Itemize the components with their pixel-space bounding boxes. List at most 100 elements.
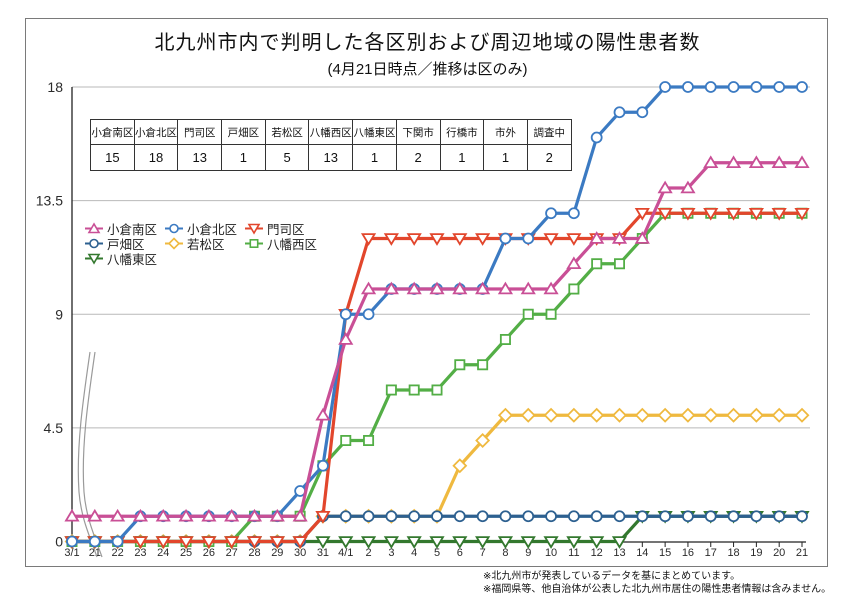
legend-item-門司区: 門司区 (244, 219, 334, 238)
triangle-down-marker-icon (657, 207, 673, 221)
x-tick-label: 28 (248, 547, 260, 559)
triangle-up-marker-icon (224, 508, 240, 522)
axis-break-mark (77, 351, 98, 558)
triangle-down-marker-icon (269, 536, 285, 549)
title-block: 北九州市内で判明した各区別および周辺地域の陽性患者数 (4月21日時点／推移は区… (25, 26, 830, 79)
summary-header-cell: 戸畑区 (221, 119, 266, 145)
diamond-icon (165, 237, 183, 250)
footnote-line-1: ※北九州市が発表しているデータを基にまとめています。 (483, 571, 741, 582)
legend-label: 戸畑区 (107, 238, 145, 252)
legend-item-小倉南区: 小倉南区 (84, 219, 164, 238)
x-tick-label: 14 (636, 547, 648, 559)
legend-item-八幡西区: 八幡西区 (244, 234, 334, 253)
diamond-marker-icon (634, 407, 650, 423)
square-marker-icon (568, 283, 580, 295)
circle-marker-icon (796, 81, 808, 93)
x-tick-label: 21 (796, 547, 808, 559)
circle-marker-icon (682, 81, 694, 93)
triangle-up-marker-icon (611, 231, 628, 244)
x-tick-label: 10 (545, 547, 557, 559)
triangle-up-marker-icon (634, 231, 650, 244)
triangle-down-icon (245, 223, 263, 235)
diamond-marker-icon (612, 407, 627, 423)
circle-marker-icon (659, 81, 672, 93)
triangle-up-marker-icon (338, 332, 354, 345)
triangle-up-icon (85, 222, 103, 234)
triangle-down-icon (85, 253, 103, 265)
circle-marker-icon (499, 510, 512, 523)
circle-marker-icon (727, 510, 740, 523)
triangle-down-marker-icon (543, 536, 559, 549)
triangle-up-marker-icon (64, 508, 80, 522)
triangle-up-marker-icon (429, 281, 445, 295)
summary-value-row: 15 18 13 1 5 13 1 2 1 1 2 (90, 144, 572, 171)
circle-marker-icon (773, 81, 786, 93)
triangle-up-marker-icon (452, 281, 468, 295)
triangle-down-marker-icon (406, 233, 422, 246)
x-tick-label: 22 (112, 547, 124, 559)
x-tick-label: 3/1 (64, 547, 79, 559)
square-marker-icon (591, 258, 603, 270)
triangle-down-marker-icon (725, 207, 742, 221)
summary-header-cell: 門司区 (177, 119, 223, 145)
triangle-up-marker-icon (132, 508, 149, 522)
x-tick-label: 19 (750, 547, 762, 559)
triangle-up-marker-icon (497, 281, 514, 295)
circle-marker-icon (590, 131, 603, 144)
x-tick-label: 20 (773, 547, 785, 559)
y-tick-label: 0 (55, 534, 63, 550)
circle-marker-icon (111, 535, 124, 548)
square-marker-icon (545, 308, 557, 320)
triangle-up-marker-icon (87, 508, 103, 522)
triangle-down-marker-icon (315, 510, 331, 524)
square-marker-icon (522, 308, 534, 320)
triangle-up-marker-icon (178, 508, 194, 522)
circle-marker-icon (773, 510, 786, 523)
chart-subtitle: (4月21日時点／推移は区のみ) (327, 61, 528, 78)
triangle-up-marker-icon (201, 508, 217, 522)
x-tick-label: 13 (613, 547, 625, 559)
triangle-down-marker-icon (589, 536, 605, 549)
triangle-down-marker-icon (611, 536, 628, 549)
triangle-down-marker-icon (155, 536, 171, 549)
summary-header-cell: 調査中 (526, 119, 572, 145)
x-tick-label: 16 (682, 547, 694, 559)
square-marker-icon (499, 333, 511, 345)
circle-marker-icon (682, 510, 694, 523)
triangle-up-marker-icon (292, 508, 308, 522)
footnotes: ※北九州市が発表しているデータを基にまとめています。 ※福岡県等、他自治体が公表… (483, 571, 831, 596)
triangle-up-marker-icon (520, 281, 536, 295)
triangle-down-marker-icon (178, 536, 194, 549)
triangle-up-marker-icon (748, 155, 764, 169)
triangle-down-marker-icon (360, 536, 377, 549)
circle-marker-icon (385, 510, 398, 523)
circle-marker-icon (704, 81, 717, 93)
triangle-down-marker-icon (452, 233, 468, 246)
y-tick-label: 4.5 (44, 420, 64, 436)
triangle-down-marker-icon (794, 207, 810, 221)
triangle-up-marker-icon (771, 155, 787, 169)
chart-frame (25, 18, 828, 567)
x-tick-label: 12 (591, 547, 603, 559)
diamond-marker-icon (497, 407, 513, 423)
circle-marker-icon (362, 510, 375, 523)
triangle-down-marker-icon (497, 536, 514, 549)
triangle-up-marker-icon (383, 281, 399, 295)
triangle-up-marker-icon (406, 281, 422, 295)
legend: 小倉南区 小倉北区 門司区 戸畑区 若松区 八幡西区 八幡東区 (84, 219, 334, 267)
circle-marker-icon (476, 510, 489, 523)
summary-value-cell: 15 (90, 144, 135, 171)
triangle-up-marker-icon (794, 155, 810, 169)
x-tick-label: 3 (388, 547, 394, 559)
series-小倉南区 (64, 155, 810, 522)
triangle-up-marker-icon (657, 180, 673, 194)
summary-header-cell: 市外 (483, 119, 528, 145)
circle-marker-icon (613, 510, 626, 523)
triangle-up-marker-icon (589, 231, 605, 244)
circle-marker-icon (636, 106, 649, 119)
diamond-marker-icon (475, 433, 491, 448)
circle-marker-icon (88, 535, 101, 548)
x-tick-label: 6 (457, 547, 463, 559)
triangle-down-marker-icon (771, 207, 787, 221)
